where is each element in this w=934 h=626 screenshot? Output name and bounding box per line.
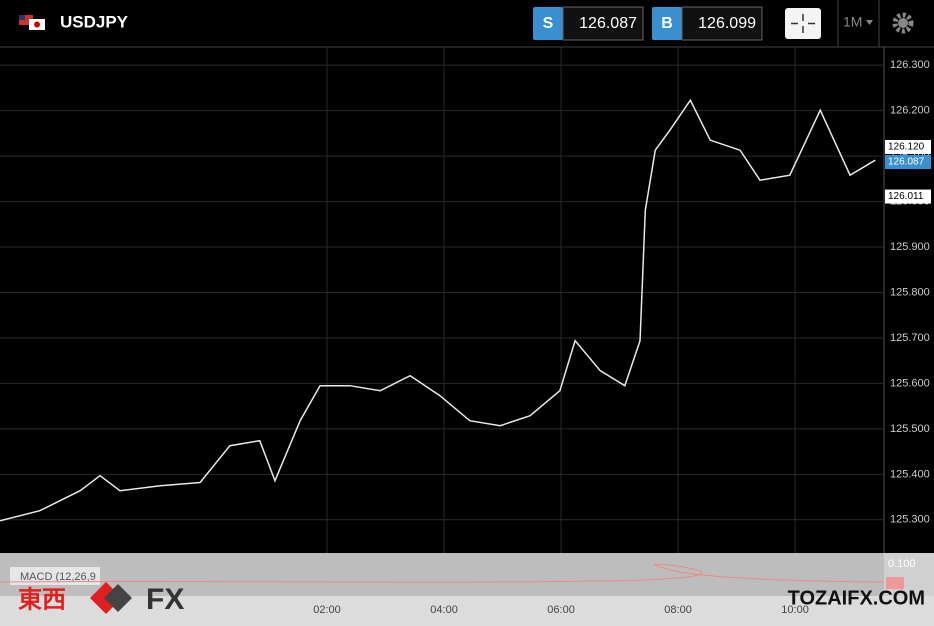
sell-price: 126.087 bbox=[579, 15, 637, 32]
header bbox=[0, 0, 934, 47]
price-label-box bbox=[885, 155, 931, 170]
price-line bbox=[0, 98, 876, 522]
crosshair-button[interactable] bbox=[785, 8, 821, 39]
sell-button[interactable] bbox=[533, 7, 563, 40]
y-tick-label: 125.600 bbox=[890, 377, 930, 389]
flag-icon bbox=[19, 15, 45, 30]
settings-icon[interactable] bbox=[892, 12, 914, 34]
x-tick-label: 04:00 bbox=[430, 604, 458, 616]
y-tick-label: 125.400 bbox=[890, 468, 930, 480]
time-axis bbox=[0, 596, 934, 626]
buy-label: B bbox=[661, 15, 673, 32]
y-tick-label: 126.200 bbox=[890, 105, 930, 117]
y-tick-label: 125.900 bbox=[890, 241, 930, 253]
x-tick-label: 02:00 bbox=[313, 604, 341, 616]
watermark-latin: FX bbox=[146, 583, 184, 616]
price-label: 126.120 bbox=[888, 142, 925, 153]
y-tick-label: 125.700 bbox=[890, 332, 930, 344]
y-tick-label: 126.300 bbox=[890, 59, 930, 71]
price-label-box bbox=[885, 189, 931, 204]
crosshair-icon bbox=[791, 14, 815, 33]
x-tick-label: 08:00 bbox=[664, 604, 692, 616]
x-tick-label: 06:00 bbox=[547, 604, 575, 616]
macd-line bbox=[0, 563, 885, 583]
macd-tick: 0.100 bbox=[888, 558, 916, 570]
buy-button[interactable] bbox=[652, 7, 682, 40]
y-tick-label: 125.500 bbox=[890, 423, 930, 435]
y-tick-label: 125.800 bbox=[890, 286, 930, 298]
symbol: USDJPY bbox=[60, 12, 129, 31]
y-tick-label: 125.300 bbox=[890, 514, 930, 526]
price-label-box bbox=[885, 140, 931, 155]
buy-price-box[interactable] bbox=[681, 6, 763, 41]
sell-price-box[interactable] bbox=[562, 6, 644, 41]
macd-title: MACD (12,26,9 bbox=[20, 571, 96, 583]
macd-value-box bbox=[886, 577, 904, 589]
settings-icon-core bbox=[898, 18, 908, 28]
buy-price: 126.099 bbox=[698, 15, 756, 32]
x-tick-label: 10:00 bbox=[781, 604, 809, 616]
price-label: 126.087 bbox=[888, 157, 925, 168]
plot bbox=[0, 47, 884, 553]
macd-pane bbox=[0, 553, 884, 596]
dropdown-arrow bbox=[866, 20, 873, 25]
watermark-logo bbox=[104, 584, 132, 612]
sell-label: S bbox=[543, 15, 554, 32]
watermark-site: TOZAIFX.COM bbox=[788, 587, 925, 609]
timeframe[interactable]: 1M bbox=[843, 14, 862, 30]
price-label: 126.011 bbox=[888, 191, 924, 202]
watermark-cjk: 東西 bbox=[18, 586, 66, 613]
macd-label-box bbox=[10, 567, 100, 585]
